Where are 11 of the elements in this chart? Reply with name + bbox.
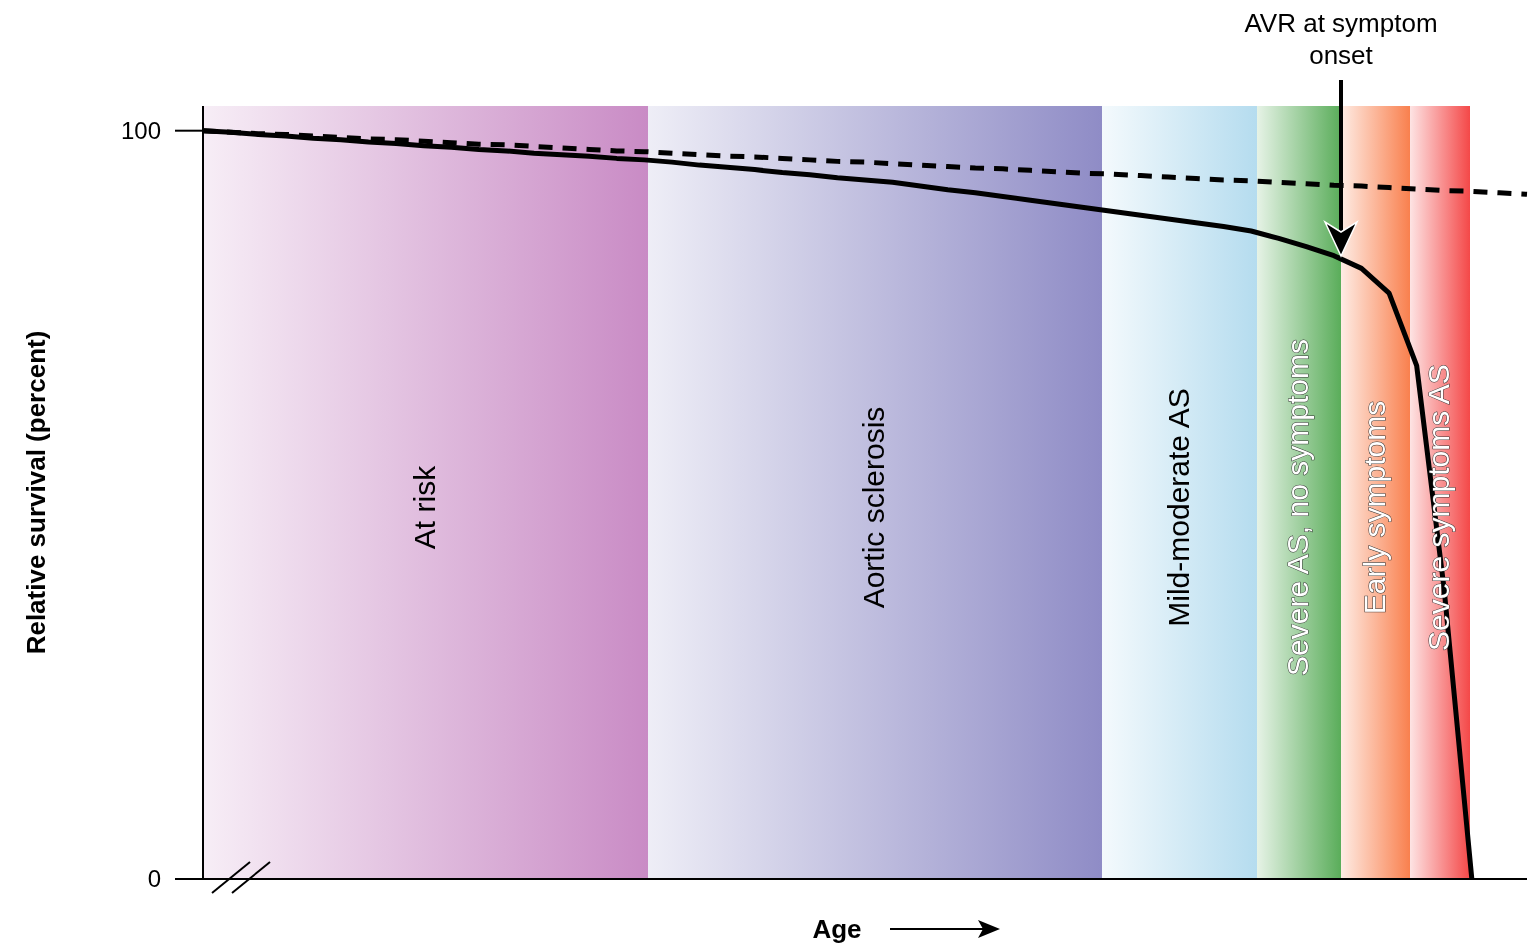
y-axis-title: Relative survival (percent) [21, 330, 51, 655]
x-axis-title: Age [812, 914, 862, 944]
annotation: Severe symptoms AS [1422, 364, 1455, 651]
annotation: Early symptoms [1357, 400, 1391, 615]
annotation: At risk [407, 464, 441, 550]
y-tick-label: 0 [147, 865, 161, 893]
text: AVR at symptom onset [1244, 8, 1438, 70]
annotation: Mild-moderate AS [1161, 388, 1195, 627]
y-tick-label: 100 [120, 117, 161, 145]
annotation: Aortic sclerosis [857, 406, 890, 609]
annotation: Severe AS, no symptoms [1281, 339, 1314, 676]
